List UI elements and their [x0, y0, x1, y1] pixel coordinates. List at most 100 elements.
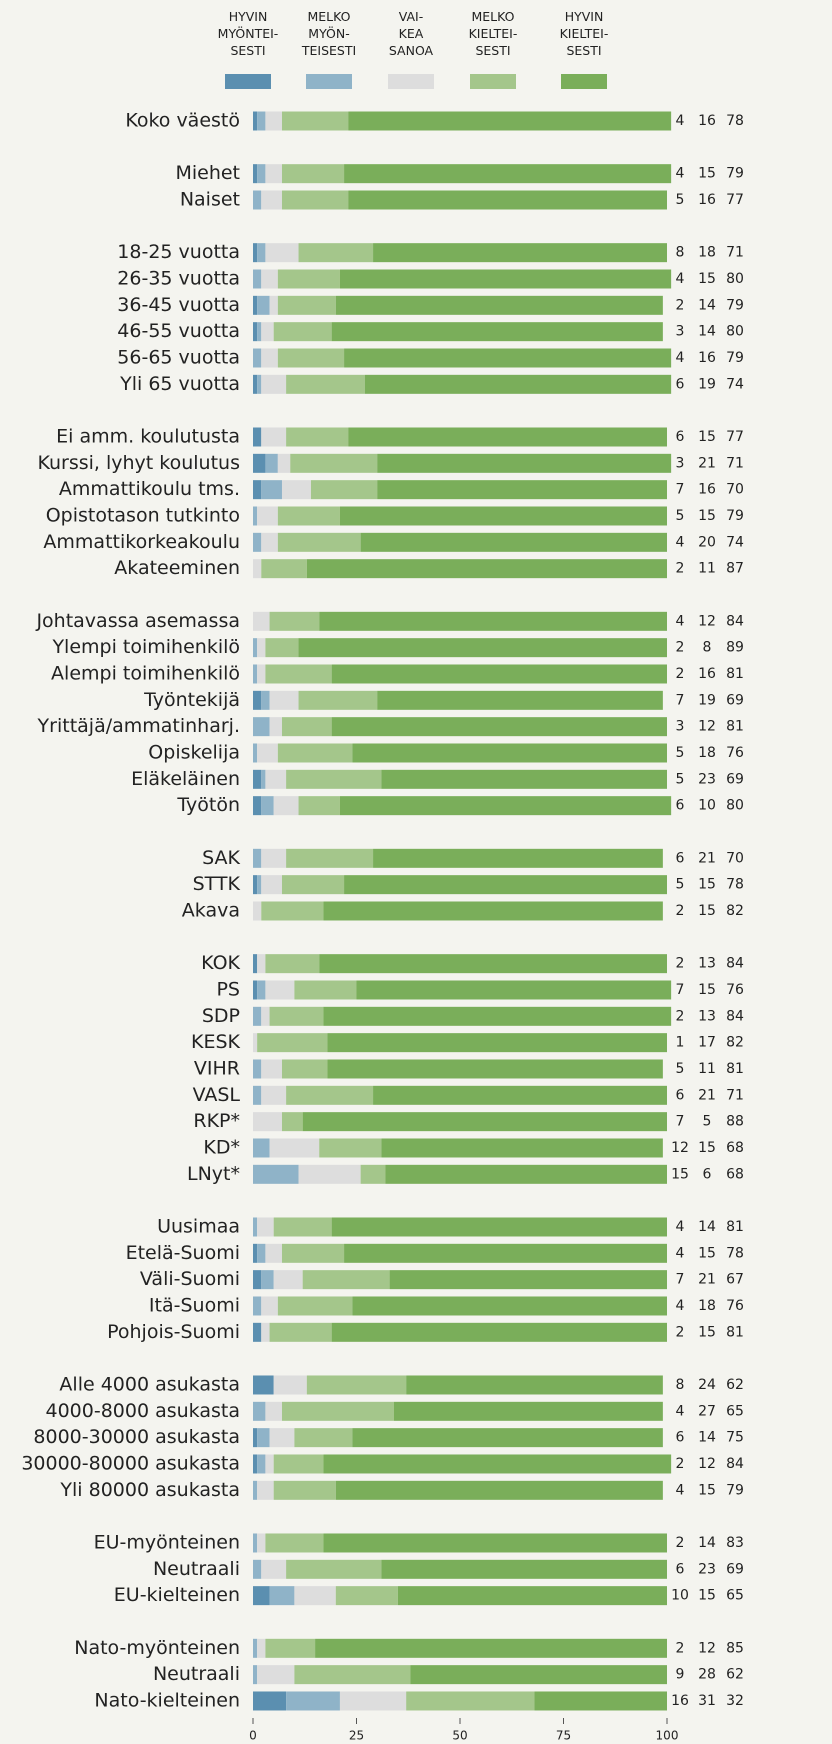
bar-segment	[298, 796, 340, 816]
category-label: Yli 65 vuotta	[119, 373, 240, 395]
category-label: KOK	[201, 952, 240, 974]
value-label: 16	[698, 113, 716, 129]
value-label: 7	[676, 692, 685, 708]
value-label: 4	[676, 166, 685, 182]
bar-segment	[281, 1243, 345, 1263]
category-label: Johtavassa asemassa	[35, 610, 240, 632]
value-label: 5	[676, 192, 685, 208]
category-label: Kurssi, lyhyt koulutus	[37, 452, 240, 474]
bar-segment	[323, 1454, 672, 1474]
value-label: 10	[698, 798, 716, 814]
category-label: STTK	[193, 873, 241, 895]
value-label: 89	[726, 640, 744, 656]
bar-segment	[261, 1059, 282, 1079]
bar-segment	[265, 980, 295, 1000]
bar-segment	[273, 1480, 336, 1500]
value-label: 76	[726, 1298, 744, 1314]
bar-segment	[261, 875, 282, 895]
bar-segment	[257, 1428, 270, 1448]
bar-segment	[253, 1375, 274, 1395]
value-label: 7	[676, 1272, 685, 1288]
value-label: 1	[676, 1035, 685, 1051]
value-label: 19	[698, 692, 716, 708]
value-label: 79	[726, 508, 744, 524]
bar-segment	[406, 1691, 535, 1711]
bar-segment	[344, 1243, 667, 1263]
value-label: 18	[698, 245, 716, 261]
bar-segment	[253, 848, 262, 868]
value-label: 15	[698, 982, 716, 998]
value-label: 6	[676, 1087, 685, 1103]
bar-segment	[410, 1665, 667, 1685]
value-label: 19	[698, 376, 716, 392]
bar-segment	[319, 1138, 382, 1158]
bar-segment	[273, 1375, 307, 1395]
value-label: 12	[671, 1140, 689, 1156]
bar-segment	[257, 875, 262, 895]
value-label: 62	[726, 1377, 744, 1393]
bar-segment	[269, 717, 282, 737]
value-label: 5	[703, 1114, 712, 1130]
bar-segment	[257, 1243, 266, 1263]
category-label: Etelä-Suomi	[126, 1242, 240, 1264]
value-label: 4	[676, 1219, 685, 1235]
bar-segment	[331, 1217, 667, 1237]
bar-segment	[294, 1665, 411, 1685]
x-tick-label: 100	[656, 1729, 679, 1743]
legend-swatch	[470, 74, 516, 89]
bar-segment	[257, 295, 270, 315]
value-label: 77	[726, 429, 744, 445]
bar-segment	[257, 506, 278, 526]
bar-segment	[306, 1375, 407, 1395]
category-label: RKP*	[193, 1110, 240, 1132]
bar-segment	[281, 164, 345, 184]
legend-label: HYVIN MYÖNTEI- SESTI	[217, 9, 279, 58]
x-tick-label: 25	[349, 1729, 364, 1743]
bar-segment	[261, 374, 287, 394]
value-label: 15	[671, 1166, 689, 1182]
value-label: 8	[676, 245, 685, 261]
bar-segment	[373, 848, 663, 868]
category-label: 36-45 vuotta	[117, 294, 240, 316]
bar-segment	[261, 427, 287, 447]
bar-segment	[253, 1006, 262, 1026]
bar-segment	[331, 664, 667, 684]
bar-segment	[257, 1454, 266, 1474]
bar-segment	[381, 1138, 663, 1158]
legend-label: MELKO MYÖN- TEISESTI	[301, 9, 357, 58]
bar-segment	[306, 559, 667, 579]
bar-segment	[265, 769, 287, 789]
value-label: 13	[698, 1008, 716, 1024]
category-label: Pohjois-Suomi	[107, 1321, 240, 1343]
value-label: 70	[726, 850, 744, 866]
value-label: 80	[726, 324, 744, 340]
bar-segment	[253, 1243, 258, 1263]
bar-segment	[253, 295, 258, 315]
value-label: 21	[698, 1272, 716, 1288]
value-label: 3	[676, 719, 685, 735]
value-label: 16	[698, 192, 716, 208]
category-label: Nato-kielteinen	[94, 1689, 240, 1711]
value-label: 11	[698, 561, 716, 577]
value-label: 76	[726, 745, 744, 761]
value-label: 78	[726, 113, 744, 129]
bar-segment	[269, 611, 320, 631]
bar-segment	[298, 243, 374, 263]
bar-segment	[265, 954, 320, 974]
bar-segment	[265, 164, 282, 184]
bar-segment	[257, 954, 266, 974]
value-label: 2	[676, 561, 685, 577]
value-label: 11	[698, 1061, 716, 1077]
value-label: 4	[676, 1482, 685, 1498]
bar-segment	[265, 664, 332, 684]
category-label: 26-35 vuotta	[117, 267, 240, 289]
value-label: 3	[676, 455, 685, 471]
value-label: 68	[726, 1166, 744, 1182]
bar-segment	[257, 243, 266, 263]
bar-segment	[335, 1480, 663, 1500]
category-label: 8000-30000 asukasta	[33, 1426, 240, 1448]
bar-segment	[281, 717, 332, 737]
value-label: 81	[726, 1219, 744, 1235]
bar-segment	[286, 1559, 382, 1579]
value-label: 27	[698, 1403, 716, 1419]
